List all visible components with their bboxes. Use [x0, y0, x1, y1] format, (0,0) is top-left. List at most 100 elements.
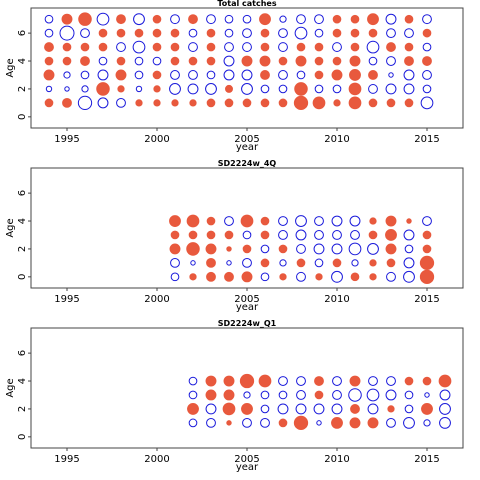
x-tick-label: 1995	[54, 294, 79, 305]
residual-bubble-negative	[96, 12, 110, 26]
residual-bubble-negative	[242, 14, 252, 24]
residual-bubble-negative	[190, 260, 196, 266]
residual-bubble-positive	[205, 375, 217, 387]
residual-bubble-negative	[243, 391, 251, 399]
residual-bubble-negative	[366, 40, 380, 54]
y-axis-label: Age	[5, 218, 16, 237]
residual-bubble-positive	[206, 28, 216, 38]
residual-bubble-positive	[224, 271, 234, 282]
residual-bubble-negative	[350, 230, 360, 240]
residual-bubble-positive	[239, 373, 255, 389]
residual-bubble-positive	[170, 56, 180, 66]
residual-bubble-negative	[422, 70, 432, 80]
residual-bubble-positive	[240, 214, 254, 228]
residual-bubble-negative	[368, 376, 378, 386]
residual-bubble-positive	[116, 28, 126, 38]
residual-bubble-positive	[259, 13, 271, 26]
y-tick-label: 2	[17, 246, 28, 252]
residual-bubble-negative	[242, 28, 252, 39]
residual-bubble-negative	[351, 259, 359, 267]
residual-bubble-positive	[385, 243, 397, 255]
residual-bubble-negative	[44, 28, 54, 38]
residual-bubble-negative	[241, 69, 253, 81]
residual-bubble-negative	[170, 14, 180, 25]
residual-bubble-positive	[169, 243, 181, 255]
residual-bubble-negative	[332, 230, 342, 240]
residual-bubble-negative	[296, 376, 306, 386]
residual-bubble-positive	[116, 56, 126, 66]
y-tick-label: 4	[17, 378, 28, 384]
residual-bubble-negative	[296, 390, 306, 400]
residual-bubble-negative	[439, 403, 451, 415]
residual-bubble-positive	[331, 69, 343, 81]
residual-bubble-positive	[349, 375, 361, 387]
y-tick-label: 6	[17, 350, 28, 356]
residual-bubble-positive	[115, 69, 127, 81]
residual-bubble-positive	[404, 56, 414, 66]
residual-bubble-negative	[314, 216, 324, 226]
residual-bubble-positive	[241, 271, 253, 283]
residual-bubble-negative	[313, 243, 325, 255]
residual-bubble-positive	[350, 14, 360, 24]
residual-bubble-positive	[260, 70, 270, 80]
residual-bubble-negative	[295, 215, 307, 227]
residual-bubble-positive	[206, 98, 216, 108]
residual-bubble-negative	[278, 216, 288, 226]
residual-bubble-positive	[116, 14, 126, 25]
panel-sd2224w-4q: SD2224w_4Q Age year 1995 2000 2005 2010 2015…	[5, 159, 464, 313]
residual-bubble-positive	[153, 85, 161, 93]
residual-bubble-positive	[225, 84, 233, 93]
residual-bubble-negative	[45, 85, 53, 93]
residual-bubble-negative	[188, 42, 198, 52]
y-tick-label: 0	[17, 434, 28, 440]
residual-bubble-negative	[242, 42, 252, 52]
residual-bubble-positive	[135, 99, 143, 107]
residual-bubble-negative	[170, 257, 180, 268]
residual-bubble-negative	[367, 243, 379, 255]
residual-bubble-negative	[294, 26, 308, 40]
x-tick-label: 2015	[414, 294, 439, 305]
residual-bubble-negative	[64, 86, 70, 92]
residual-bubble-positive	[260, 42, 270, 52]
residual-bubble-positive	[279, 273, 287, 281]
x-tick-label: 2010	[324, 454, 349, 465]
residual-bubble-positive	[43, 69, 55, 81]
residual-bubble-positive	[188, 56, 198, 66]
residual-bubble-positive	[422, 28, 432, 38]
residual-bubble-positive	[205, 243, 217, 255]
residual-bubble-positive	[331, 416, 343, 429]
residual-bubble-negative	[81, 85, 89, 93]
residual-bubble-positive	[206, 216, 216, 226]
residual-bubble-positive	[367, 417, 379, 429]
residual-bubble-positive	[387, 405, 395, 413]
residual-bubble-negative	[332, 390, 342, 400]
residual-bubble-negative	[314, 28, 324, 38]
residual-bubble-negative	[135, 85, 143, 93]
residual-bubble-positive	[350, 404, 360, 414]
residual-bubble-positive	[206, 257, 216, 268]
residual-bubble-positive	[169, 215, 181, 227]
residual-bubble-negative	[80, 70, 90, 80]
residual-bubble-negative	[403, 229, 415, 241]
residual-bubble-positive	[189, 273, 197, 281]
y-tick-label: 2	[17, 406, 28, 412]
residual-bubble-positive	[80, 56, 90, 66]
residual-bubble-negative	[277, 403, 289, 415]
residual-bubble-positive	[188, 14, 198, 25]
y-tick-label: 0	[17, 274, 28, 280]
residual-bubble-positive	[350, 272, 360, 282]
residual-bubble-negative	[97, 97, 109, 109]
residual-bubble-negative	[206, 14, 216, 25]
residual-bubble-negative	[116, 97, 126, 108]
residual-bubble-negative	[242, 417, 252, 428]
residual-bubble-negative	[388, 72, 394, 78]
x-tick-label: 1995	[54, 134, 79, 145]
residual-bubble-positive	[369, 273, 377, 281]
residual-bubble-negative	[422, 14, 432, 25]
residual-bubble-negative	[59, 25, 75, 41]
residual-bubble-negative	[367, 403, 379, 415]
y-tick-label: 6	[17, 30, 28, 36]
residual-bubble-positive	[241, 55, 253, 67]
residual-bubble-negative	[205, 403, 217, 415]
residual-bubble-negative	[348, 242, 362, 256]
